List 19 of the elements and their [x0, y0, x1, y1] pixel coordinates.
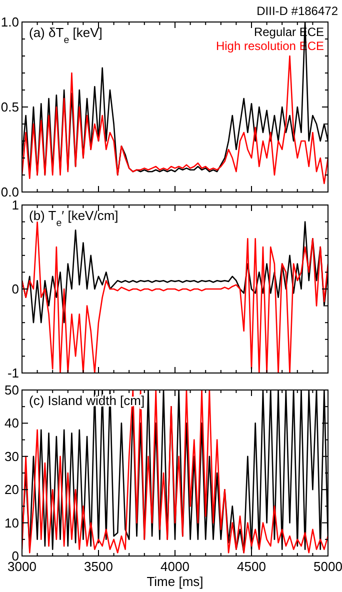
x-axis-title: Time [ms] — [146, 574, 204, 589]
y-tick-label: 40 — [4, 416, 19, 431]
y-tick-label: 0.5 — [0, 100, 19, 114]
y-tick-label: 50 — [4, 382, 19, 398]
y-tick-label: 1 — [12, 198, 19, 212]
x-tick-label: 5000 — [314, 559, 342, 574]
x-tick-label: 4500 — [237, 559, 266, 574]
y-tick-label: 1.0 — [0, 14, 19, 30]
text: (b) T$_{e}$′ [keV/cm] — [29, 208, 118, 228]
y-tick-label: 10 — [4, 515, 19, 530]
y-tick-label: 0 — [12, 282, 19, 296]
y-tick-label: 0.0 — [0, 184, 19, 200]
x-tick-label: 3500 — [84, 559, 113, 574]
x-tick-label: 4000 — [160, 559, 190, 574]
y-tick-label: 30 — [4, 448, 19, 464]
text: DIII-D #186472 — [256, 4, 338, 18]
text: (a) δT$_{e}$ [keV] — [29, 25, 102, 46]
y-tick-label: -1 — [7, 366, 19, 380]
y-tick-label: 20 — [4, 482, 19, 498]
